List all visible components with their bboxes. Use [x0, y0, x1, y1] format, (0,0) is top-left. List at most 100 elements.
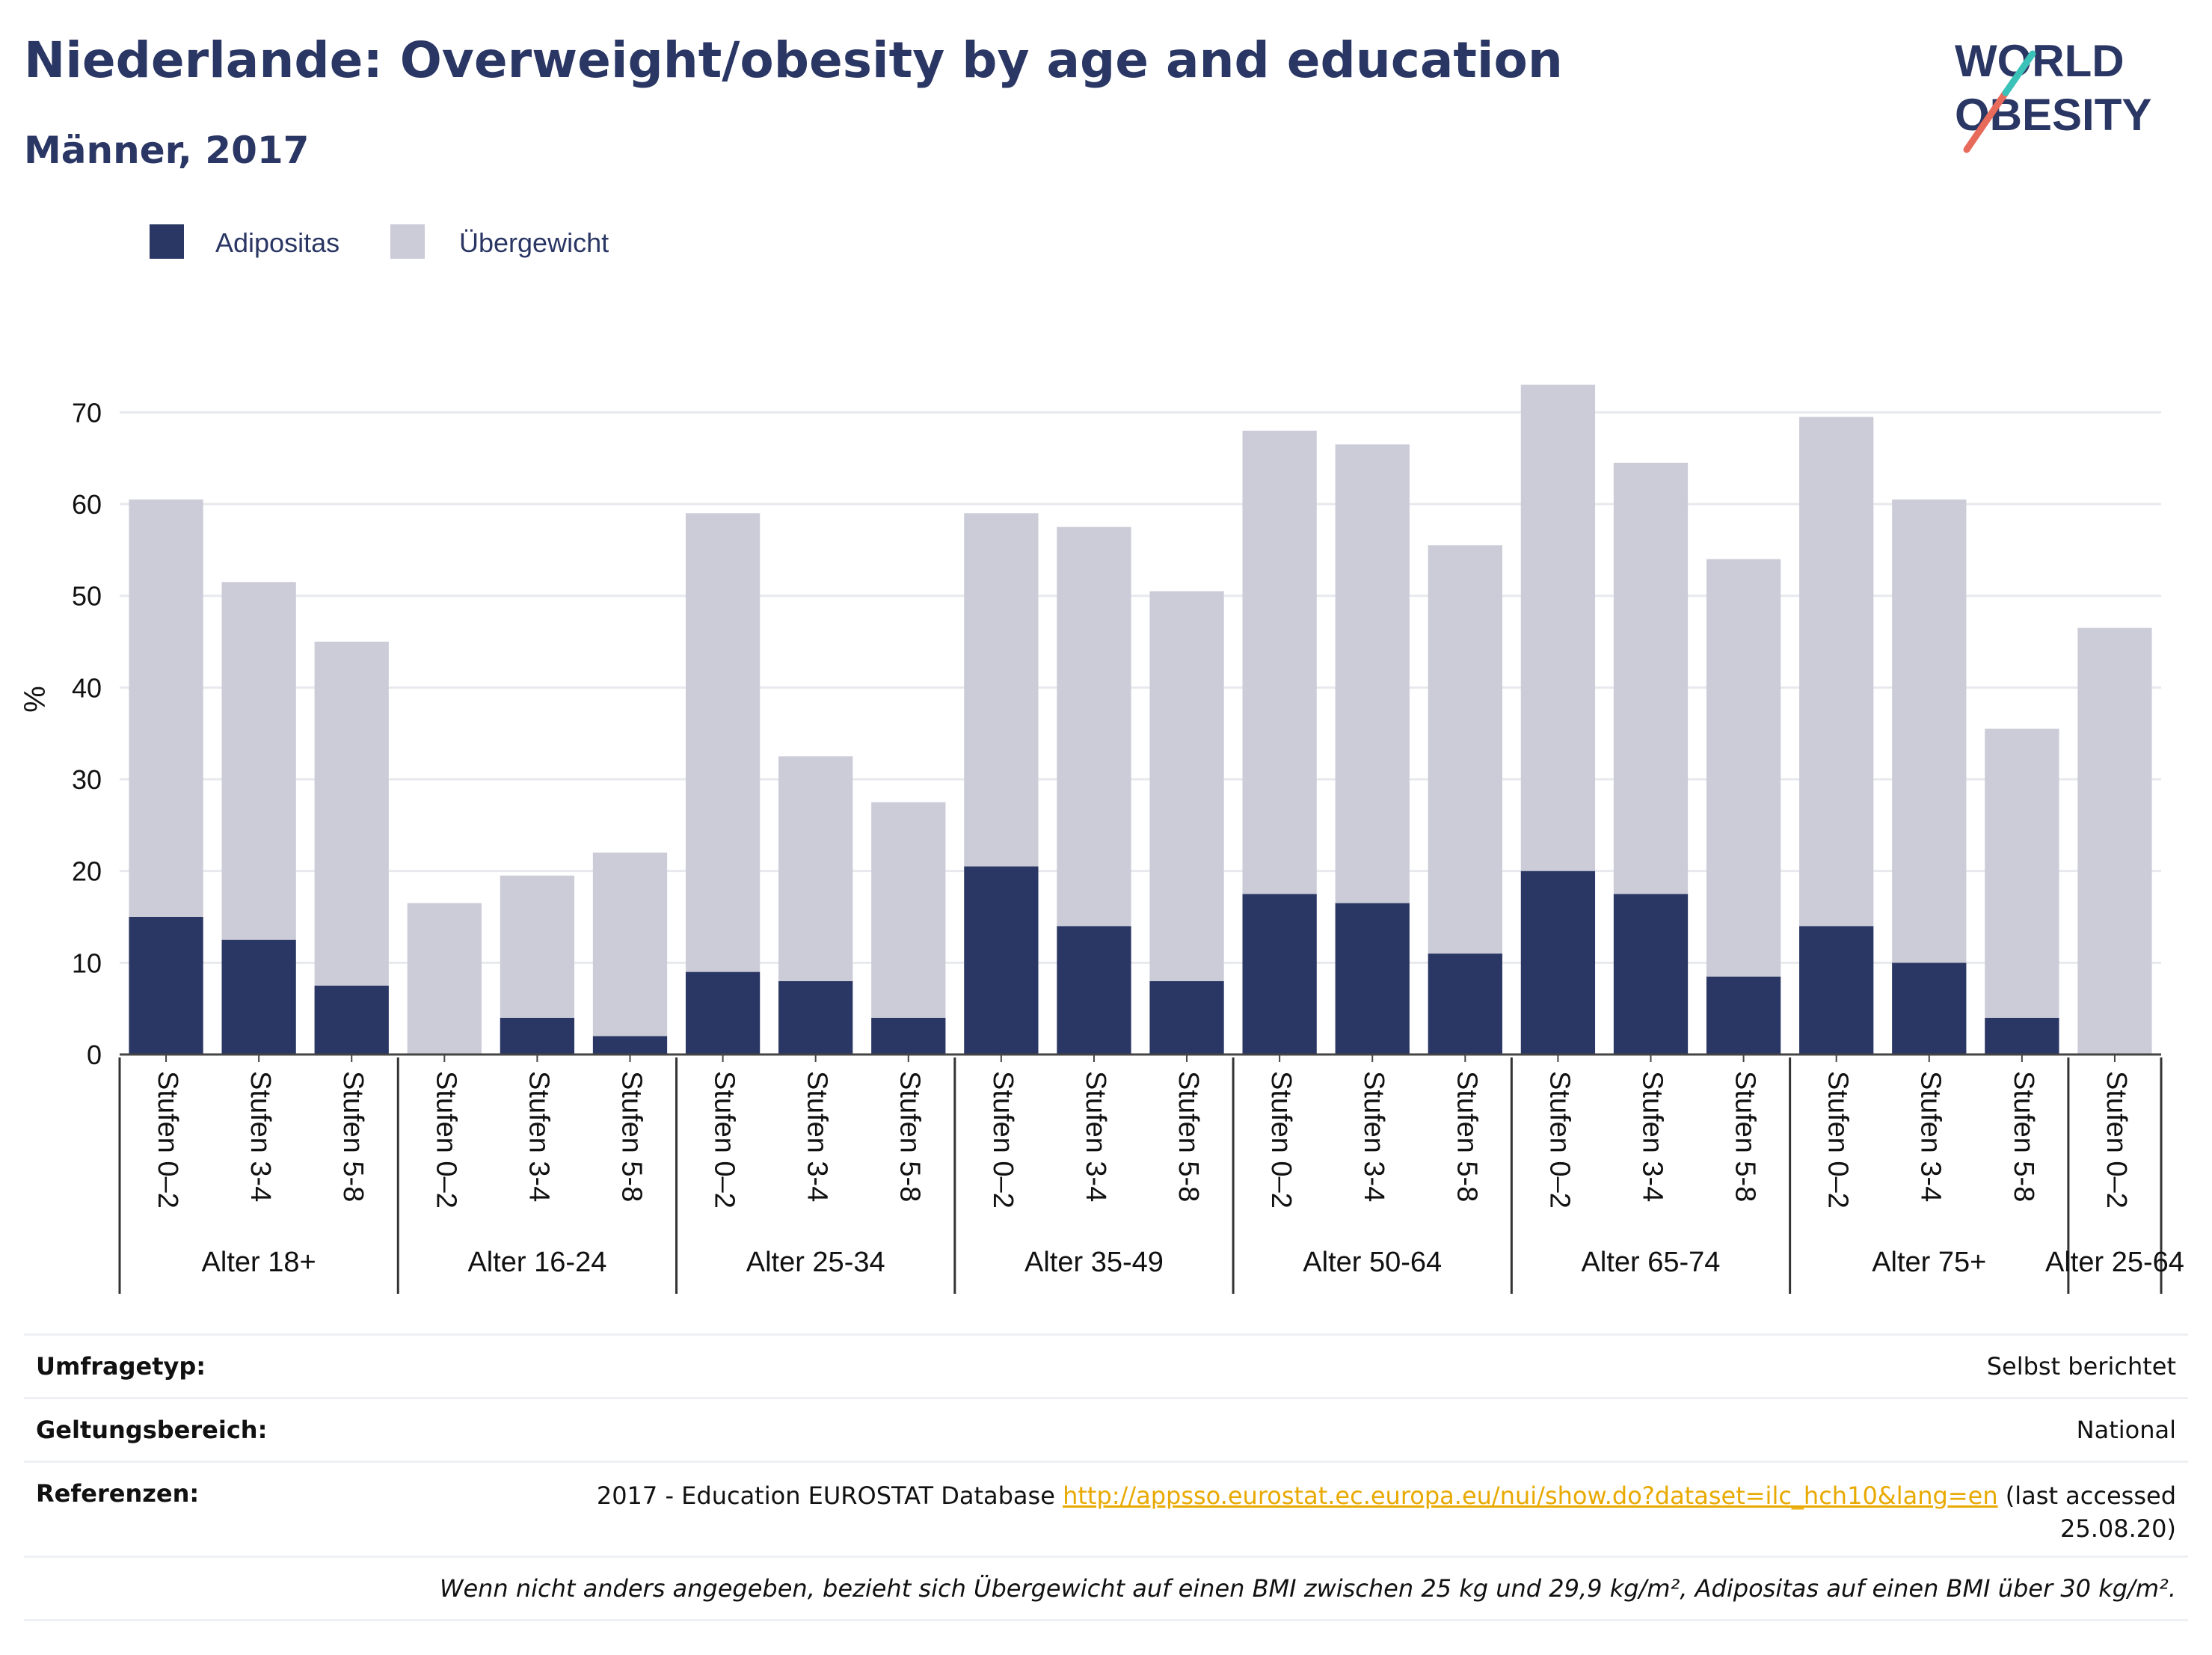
x-tick-label: Stufen 3-4 — [245, 1071, 276, 1202]
bar-obesity — [592, 1036, 668, 1054]
group-label: Alter 16-24 — [467, 1247, 606, 1278]
group-label: Alter 25-64 — [2045, 1247, 2184, 1278]
chart-title: Niederlande: Overweight/obesity by age a… — [24, 31, 1563, 89]
x-tick-label: Stufen 5-8 — [337, 1071, 369, 1202]
bar-overweight — [314, 642, 389, 986]
x-tick-label: Stufen 5-8 — [894, 1071, 926, 1202]
scope-value: National — [2076, 1416, 2176, 1444]
x-tick-label: Stufen 5-8 — [1451, 1071, 1482, 1202]
x-tick-label: Stufen 0–2 — [1822, 1071, 1854, 1209]
bar-overweight — [1242, 430, 1317, 894]
bar-obesity — [1428, 954, 1502, 1054]
bar-overweight — [1799, 417, 1874, 927]
legend: Adipositas Übergewicht — [150, 224, 609, 259]
y-tick-label: 0 — [87, 1040, 102, 1070]
x-tick-label: Stufen 0–2 — [709, 1071, 740, 1209]
bar-overweight — [1985, 728, 2059, 1018]
group-label: Alter 50-64 — [1303, 1247, 1442, 1278]
references-prefix: 2017 - Education EUROSTAT Database — [596, 1481, 1063, 1510]
bar-overweight — [221, 582, 296, 940]
y-tick-label: 40 — [72, 672, 102, 703]
logo-slash-red — [1963, 89, 2009, 153]
bar-obesity — [221, 939, 296, 1054]
bar-overweight — [1428, 545, 1502, 954]
x-tick-label: Stufen 3-4 — [1915, 1071, 1947, 1202]
legend-label-overweight: Übergewicht — [459, 227, 609, 258]
bar-overweight — [778, 756, 853, 981]
bar-obesity — [685, 971, 761, 1054]
y-tick-labels: 0 10 20 30 40 50 60 70 — [72, 397, 102, 1070]
bar-obesity — [1520, 871, 1596, 1054]
bar-overweight — [592, 853, 668, 1037]
bar-overweight — [964, 513, 1039, 867]
footnote: Wenn nicht anders angegeben, bezieht sic… — [439, 1574, 2176, 1603]
x-tick-label: Stufen 3-4 — [802, 1071, 833, 1202]
bars — [129, 384, 2152, 1054]
bar-overweight — [1335, 444, 1410, 903]
bar-overweight — [407, 903, 482, 1054]
bar-overweight — [871, 802, 946, 1018]
bar-overweight — [1520, 384, 1596, 871]
x-tick-label: Stufen 5-8 — [2008, 1071, 2039, 1202]
y-axis-label: % — [19, 686, 52, 713]
references-label: Referenzen: — [36, 1479, 200, 1508]
bar-obesity — [1799, 926, 1874, 1054]
x-tick-label: Stufen 0–2 — [1543, 1071, 1575, 1209]
world-obesity-logo: WORLD OBESITY — [1955, 36, 2151, 153]
x-tick-label: Stufen 3-4 — [1358, 1071, 1389, 1202]
group-label: Alter 25-34 — [746, 1247, 885, 1278]
bar-overweight — [685, 513, 761, 972]
info-table: Umfragetyp: Selbst berichtet Geltungsber… — [24, 1333, 2188, 1621]
y-tick-label: 70 — [72, 397, 102, 428]
y-tick-label: 10 — [72, 948, 102, 978]
bar-chart: Adipositas Übergewicht % 0 10 20 30 40 50 60 70… — [19, 224, 2184, 1294]
x-tick-label: Stufen 3-4 — [523, 1071, 554, 1202]
bar-obesity — [129, 917, 203, 1054]
logo-slash-teal — [2002, 50, 2036, 96]
bar-overweight — [500, 875, 575, 1018]
bar-overweight — [1706, 559, 1781, 977]
y-tick-label: 60 — [72, 489, 102, 520]
references-value: 2017 - Education EUROSTAT Database http:… — [568, 1479, 2176, 1545]
bar-overweight — [1613, 462, 1689, 894]
bar-overweight — [1892, 499, 1967, 963]
y-tick-label: 20 — [72, 856, 102, 887]
survey-type-label: Umfragetyp: — [36, 1352, 206, 1381]
group-label: Alter 35-49 — [1024, 1247, 1164, 1278]
bar-obesity — [871, 1017, 946, 1054]
bar-obesity — [1613, 894, 1689, 1054]
legend-swatch-obesity — [150, 224, 184, 259]
x-tick-label: Stufen 5-8 — [1173, 1071, 1204, 1202]
info-row-references: Referenzen: 2017 - Education EUROSTAT Da… — [24, 1461, 2188, 1556]
x-tick-label: Stufen 3-4 — [1636, 1071, 1668, 1202]
scope-label: Geltungsbereich: — [36, 1416, 268, 1444]
bar-obesity — [1335, 903, 1410, 1054]
x-tick-label: Stufen 3-4 — [1080, 1071, 1111, 1202]
x-tick-label: Stufen 5-8 — [615, 1071, 647, 1202]
bar-obesity — [964, 866, 1039, 1054]
bar-overweight — [2077, 627, 2152, 1054]
x-tick-label: Stufen 5-8 — [1730, 1071, 1761, 1202]
legend-swatch-overweight — [390, 224, 425, 259]
survey-type-value: Selbst berichtet — [1986, 1352, 2176, 1381]
x-axis: Stufen 0–2 Stufen 3-4 Stufen 5-8 Stufen 0–2… — [118, 1053, 2184, 1294]
references-link[interactable]: http://appsso.eurostat.ec.europa.eu/nui/… — [1063, 1481, 1998, 1510]
bar-obesity — [314, 986, 389, 1054]
bar-obesity — [778, 980, 853, 1054]
bar-obesity — [1149, 980, 1224, 1054]
bar-overweight — [1149, 591, 1224, 981]
x-tick-label: Stufen 0–2 — [152, 1071, 183, 1209]
bar-obesity — [500, 1017, 575, 1054]
x-tick-label: Stufen 0–2 — [2101, 1071, 2132, 1209]
chart-subtitle: Männer, 2017 — [24, 129, 310, 172]
info-row-footnote: Wenn nicht anders angegeben, bezieht sic… — [24, 1556, 2188, 1621]
bar-obesity — [1706, 976, 1781, 1054]
info-row-scope: Geltungsbereich: National — [24, 1397, 2188, 1461]
x-tick-label: Stufen 0–2 — [430, 1071, 461, 1209]
info-row-survey: Umfragetyp: Selbst berichtet — [24, 1333, 2188, 1397]
bar-obesity — [1242, 894, 1317, 1054]
bar-obesity — [1985, 1017, 2059, 1054]
group-label: Alter 18+ — [202, 1247, 316, 1278]
bar-obesity — [1057, 926, 1131, 1054]
y-tick-label: 50 — [72, 581, 102, 612]
